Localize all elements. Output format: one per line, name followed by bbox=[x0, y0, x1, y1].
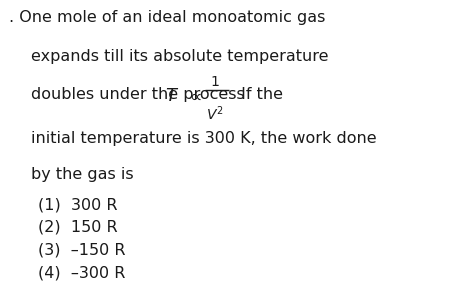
Text: (1)  300 R: (1) 300 R bbox=[38, 197, 118, 212]
Text: doubles under the process: doubles under the process bbox=[31, 87, 250, 102]
Text: $\propto$: $\propto$ bbox=[186, 87, 201, 105]
Text: . One mole of an ideal monoatomic gas: . One mole of an ideal monoatomic gas bbox=[9, 10, 326, 25]
Text: $T$: $T$ bbox=[165, 87, 180, 105]
Text: (2)  150 R: (2) 150 R bbox=[38, 220, 118, 235]
Text: expands till its absolute temperature: expands till its absolute temperature bbox=[31, 49, 329, 64]
Text: by the gas is: by the gas is bbox=[31, 167, 134, 182]
Text: (4)  –300 R: (4) –300 R bbox=[38, 265, 126, 280]
Text: $V^2$: $V^2$ bbox=[206, 104, 224, 123]
Text: If the: If the bbox=[236, 87, 283, 102]
Text: initial temperature is 300 K, the work done: initial temperature is 300 K, the work d… bbox=[31, 131, 377, 146]
Text: (3)  –150 R: (3) –150 R bbox=[38, 243, 126, 257]
Text: $1$: $1$ bbox=[210, 75, 219, 89]
